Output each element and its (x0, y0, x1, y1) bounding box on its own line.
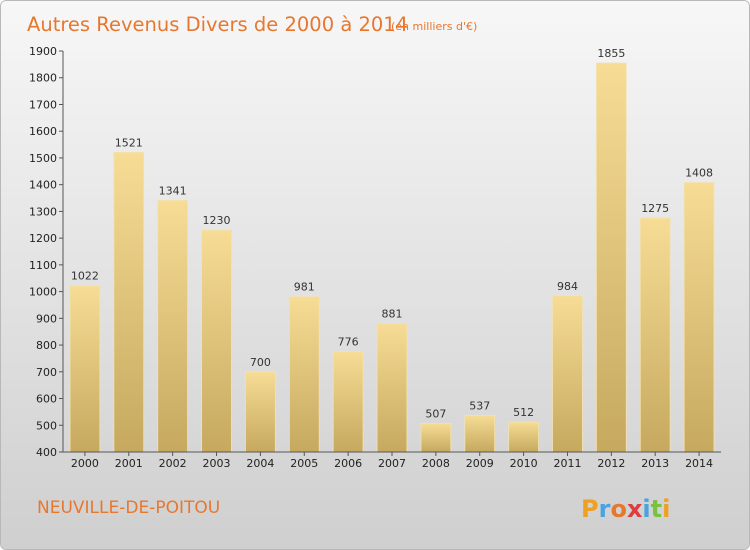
bar-2013 (639, 217, 671, 453)
x-tick-label-2005: 2005 (290, 457, 318, 470)
x-tick-label-2012: 2012 (597, 457, 625, 470)
value-label-2010: 512 (513, 406, 534, 419)
bar-2006 (332, 351, 364, 453)
proxiti-logo: Proxiti (581, 495, 670, 523)
x-tick-label-2013: 2013 (641, 457, 669, 470)
value-label-2012: 1855 (597, 47, 625, 60)
y-tick-label: 1900 (29, 45, 57, 58)
value-label-2011: 984 (557, 280, 578, 293)
value-label-2014: 1408 (685, 167, 713, 180)
x-tick-label-2003: 2003 (203, 457, 231, 470)
x-tick-label-2007: 2007 (378, 457, 406, 470)
y-tick-label: 700 (36, 366, 57, 379)
bar-2002 (157, 200, 188, 453)
value-label-2004: 700 (250, 356, 271, 369)
bar-2003 (201, 229, 232, 453)
x-tick-label-2001: 2001 (115, 457, 143, 470)
x-tick-label-2002: 2002 (159, 457, 187, 470)
bar-2012 (596, 62, 627, 453)
value-label-2008: 507 (425, 407, 446, 420)
y-tick-label: 600 (36, 393, 57, 406)
y-tick-label: 1700 (29, 98, 57, 111)
y-tick-label: 1300 (29, 205, 57, 218)
x-axis: 2000 2001 2002 2003 2004 2005 2006 2007 2008 2009… (63, 451, 721, 470)
bars: 1022 1521 1341 1230 700 981 776 881 507 537 512 984… (69, 47, 715, 453)
x-tick-label-2010: 2010 (510, 457, 538, 470)
x-tick-label-2008: 2008 (422, 457, 450, 470)
y-tick-label: 1500 (29, 152, 57, 165)
y-tick-label: 1000 (29, 286, 57, 299)
y-tick-label: 1400 (29, 179, 57, 192)
x-tick-label-2011: 2011 (553, 457, 581, 470)
value-label-2000: 1022 (71, 270, 99, 283)
bar-2008 (420, 422, 452, 453)
y-tick-label: 1100 (29, 259, 57, 272)
x-tick-label-2000: 2000 (71, 457, 99, 470)
y-axis: 400 500 600 700 800 900 1000 1100 1200 1300 1400 15… (29, 45, 64, 459)
value-label-2003: 1230 (203, 214, 231, 227)
value-label-2002: 1341 (159, 184, 187, 197)
x-tick-label-2009: 2009 (466, 457, 494, 470)
value-label-2006: 776 (338, 335, 359, 348)
logo-letter: P (581, 495, 599, 523)
x-tick-label-2004: 2004 (246, 457, 274, 470)
y-tick-label: 800 (36, 339, 57, 352)
logo-letter: i (662, 495, 670, 523)
value-label-2009: 537 (469, 399, 490, 412)
y-tick-label: 1200 (29, 232, 57, 245)
y-tick-label: 400 (36, 446, 57, 459)
chart-subtitle: (en milliers d'€) (391, 20, 477, 33)
y-tick-label: 900 (36, 312, 57, 325)
logo-letter: r (599, 495, 611, 523)
bar-2009 (464, 414, 496, 453)
bar-2001 (113, 151, 145, 453)
bar-2005 (288, 296, 320, 453)
y-tick-label: 1600 (29, 125, 57, 138)
logo-letter: x (627, 495, 643, 523)
x-tick-label-2006: 2006 (334, 457, 362, 470)
bar-2010 (508, 421, 539, 453)
chart-title: Autres Revenus Divers de 2000 à 2014 (27, 13, 408, 36)
y-tick-label: 1800 (29, 72, 57, 85)
value-label-2001: 1521 (115, 136, 143, 149)
bar-2007 (376, 323, 408, 453)
value-label-2007: 881 (382, 307, 403, 320)
bar-2011 (552, 295, 583, 453)
logo-letter: i (642, 495, 650, 523)
bar-2000 (69, 285, 101, 453)
logo-letter: t (651, 495, 662, 523)
logo-letter: o (610, 495, 627, 523)
y-tick-label: 500 (36, 419, 57, 432)
x-tick-label-2014: 2014 (685, 457, 713, 470)
value-label-2005: 981 (294, 281, 315, 294)
bar-2004 (245, 371, 276, 453)
bar-2014 (683, 182, 715, 453)
place-name: NEUVILLE-DE-POITOU (37, 498, 220, 518)
value-label-2013: 1275 (641, 202, 669, 215)
